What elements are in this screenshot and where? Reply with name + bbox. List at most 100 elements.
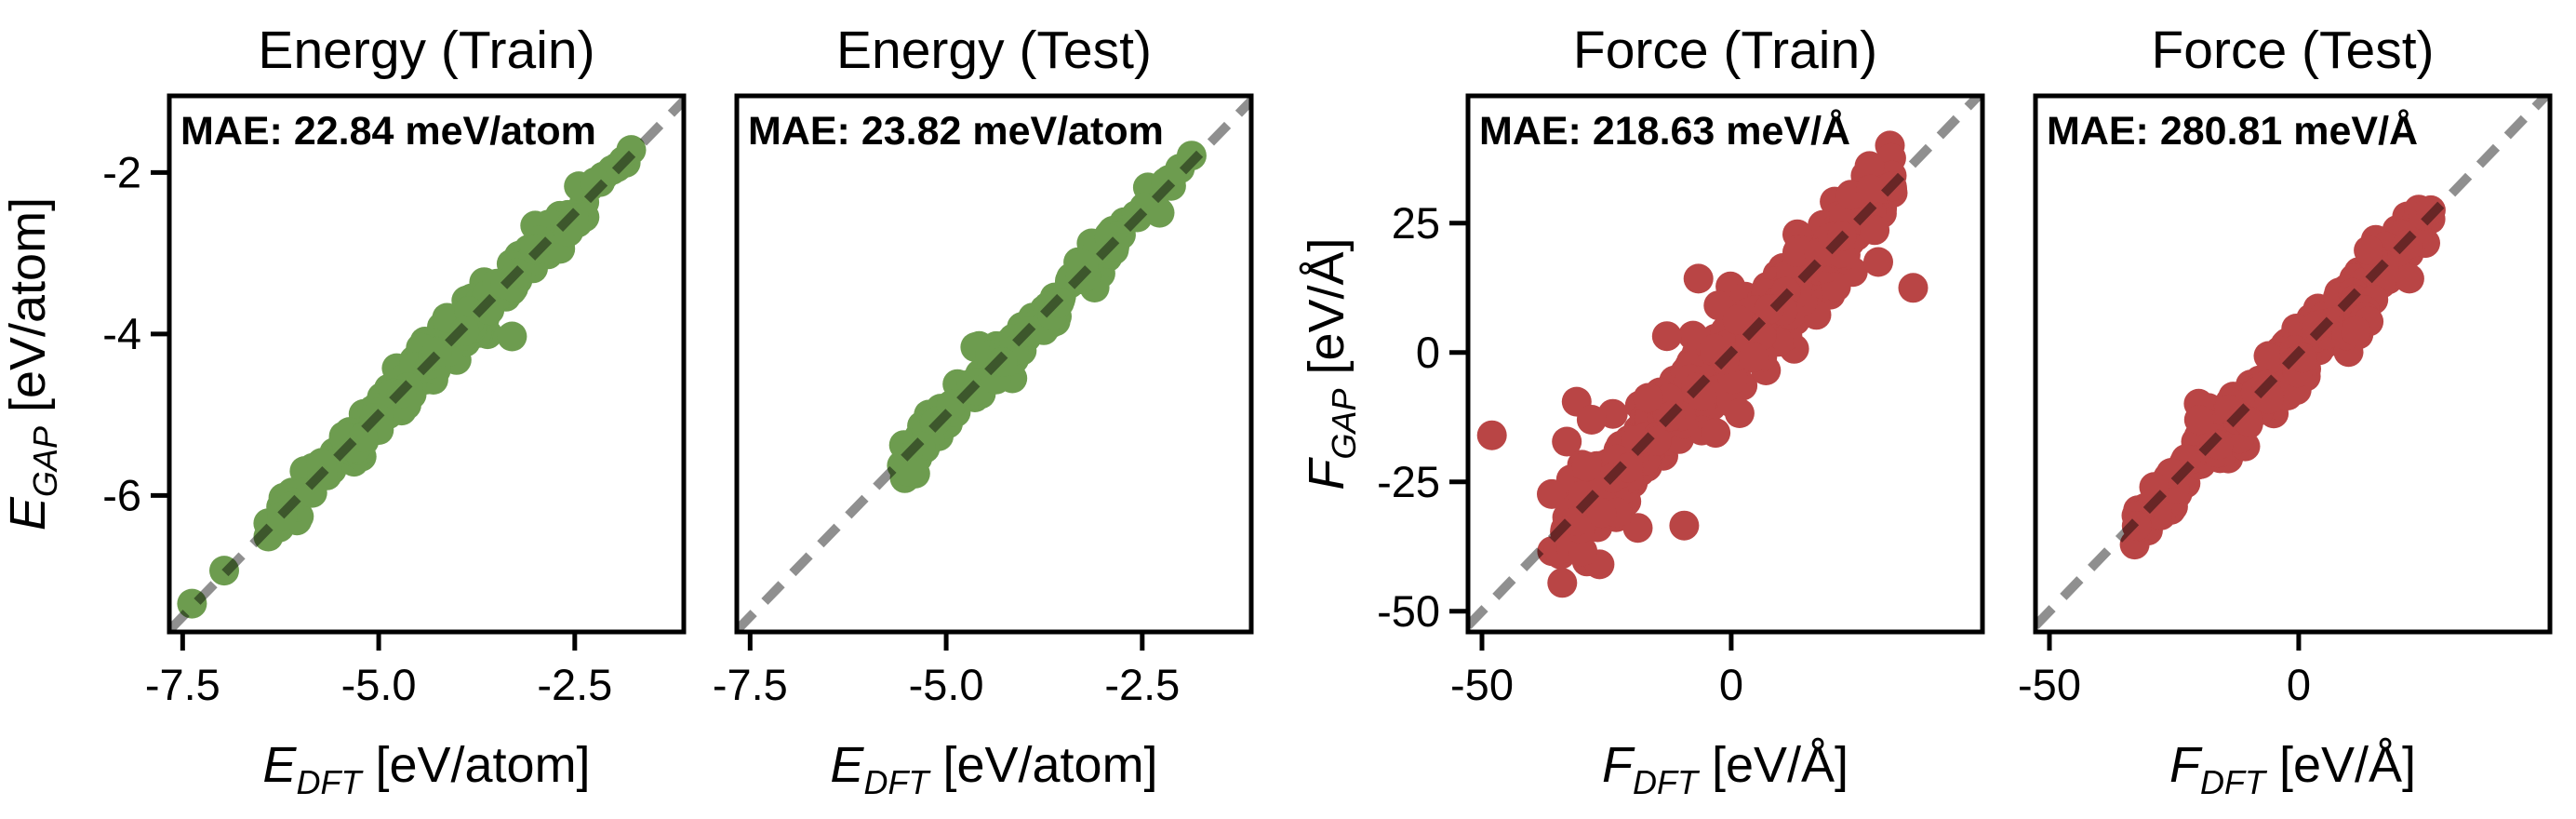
data-point	[2183, 405, 2214, 435]
axes-spines	[1465, 93, 1985, 635]
data-point	[474, 295, 505, 326]
data-point	[386, 379, 417, 409]
y-tick-label: 0	[1416, 328, 1440, 377]
data-point	[348, 423, 379, 453]
panel-force-test: -50 0 Force (Test) MAE: 280.81 meV/Å FDFT [e…	[2018, 20, 2553, 801]
identity-line	[737, 97, 1251, 632]
data-point	[1571, 451, 1602, 482]
data-point	[1568, 536, 1598, 567]
data-point	[580, 167, 610, 197]
x-tick-label: -50	[1450, 660, 1514, 709]
data-point	[1068, 249, 1099, 280]
data-point	[2341, 316, 2371, 346]
data-point	[1586, 498, 1617, 529]
data-point	[306, 448, 337, 478]
axis-label: FGAP [eV/Å]	[1299, 237, 1363, 490]
data-point	[1827, 221, 1857, 251]
data-point	[2203, 429, 2234, 460]
mae-annotation: MAE: 280.81 meV/Å	[2047, 109, 2418, 154]
data-point	[1151, 167, 1181, 197]
identity-line	[2035, 96, 2550, 629]
data-point	[1854, 151, 1885, 181]
panel-title: Energy (Train)	[258, 20, 594, 80]
data-point	[2415, 195, 2446, 225]
axis-label: FDFT [eV/Å]	[2169, 737, 2416, 801]
identity-line	[169, 97, 684, 632]
data-point	[177, 588, 207, 619]
data-point	[1144, 197, 1175, 228]
data-point	[2121, 511, 2152, 541]
data-point	[1856, 174, 1886, 205]
data-point	[1701, 418, 1731, 449]
axis-label: FDFT [eV/Å]	[1602, 737, 1849, 801]
x-tick-label: 0	[2287, 660, 2311, 709]
data-point	[1613, 452, 1644, 483]
data-point	[1576, 405, 1607, 435]
x-tick-label: -50	[2018, 660, 2081, 709]
scatter-points	[887, 141, 1207, 493]
y-tick-label: -2	[102, 147, 141, 196]
data-point	[1655, 401, 1686, 432]
data-point	[1044, 288, 1074, 318]
x-tick-label: -5.0	[341, 660, 417, 709]
axes-spines	[167, 93, 687, 635]
x-tick-label: -7.5	[713, 660, 788, 709]
data-point	[1898, 273, 1929, 303]
y-axis-label-group: EGAP [eV/atom]	[0, 197, 64, 530]
data-point	[987, 347, 1018, 377]
axis-label: EDFT [eV/atom]	[262, 737, 590, 801]
data-point	[1552, 426, 1582, 457]
x-tick-label: -7.5	[145, 660, 220, 709]
data-point	[1651, 321, 1682, 352]
panel-title: Force (Train)	[1573, 20, 1877, 80]
data-point	[1100, 232, 1129, 262]
mae-annotation: MAE: 23.82 meV/atom	[748, 109, 1164, 154]
data-point	[421, 337, 452, 368]
data-point	[2253, 383, 2284, 414]
data-point	[891, 456, 922, 487]
data-point	[554, 217, 583, 248]
data-point	[2393, 229, 2423, 260]
y-axis-label-group: FGAP [eV/Å]	[1299, 237, 1363, 490]
data-point	[1739, 342, 1769, 372]
panel-force-train: -50 0 25 0 -25 -50 Force (Train) MAE: 218.63 me…	[1299, 20, 1985, 801]
y-tick-label: 25	[1392, 198, 1440, 248]
panel-title: Energy (Test)	[836, 20, 1152, 80]
axis-label: EDFT [eV/atom]	[830, 737, 1157, 801]
data-point	[1561, 505, 1592, 536]
data-point	[2394, 263, 2424, 294]
x-tick-label: -2.5	[537, 660, 612, 709]
data-point	[936, 389, 967, 420]
data-point	[497, 321, 527, 352]
y-tick-label: -25	[1377, 457, 1440, 506]
data-point	[1669, 510, 1700, 541]
y-tick-label: -50	[1377, 586, 1440, 636]
data-point	[1683, 263, 1714, 294]
data-point	[1863, 247, 1893, 277]
data-point	[209, 556, 239, 586]
data-point	[449, 316, 480, 346]
data-point	[1699, 333, 1729, 364]
x-tick-label: -5.0	[909, 660, 984, 709]
axes-spines	[734, 93, 1254, 635]
scatter-points	[177, 135, 647, 619]
data-point	[267, 501, 298, 531]
data-point	[520, 235, 551, 265]
data-point	[2287, 342, 2317, 373]
data-point	[616, 135, 647, 166]
mae-annotation: MAE: 22.84 meV/atom	[180, 109, 596, 154]
data-point	[2255, 343, 2286, 374]
axes-spines	[2033, 93, 2553, 635]
data-point	[1754, 294, 1784, 324]
y-tick-label: -6	[102, 470, 141, 519]
y-tick-label: -4	[102, 309, 141, 358]
data-point	[1687, 381, 1717, 411]
data-point	[1633, 383, 1663, 413]
axis-label: EGAP [eV/atom]	[0, 197, 64, 530]
data-point	[1476, 420, 1507, 450]
panel-title: Force (Test)	[2151, 20, 2434, 80]
x-tick-label: -2.5	[1104, 660, 1180, 709]
mae-annotation: MAE: 218.63 meV/Å	[1479, 109, 1850, 154]
data-point	[1537, 478, 1567, 509]
